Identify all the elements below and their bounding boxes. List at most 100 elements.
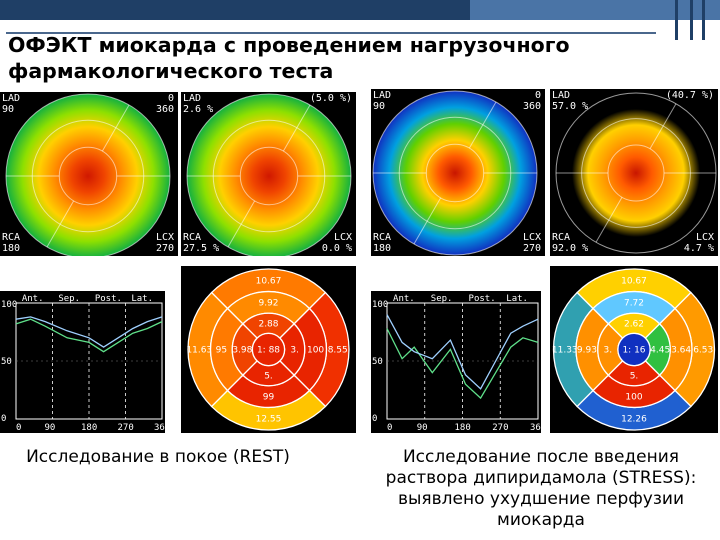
segment-value: 95	[216, 346, 227, 356]
segment-value: 3.98	[232, 346, 252, 356]
bullseye-apex	[617, 332, 651, 367]
stress-extent-map: LAD 57.0 % (40.7 %) RCA 92.0 % LCX 4.7 %	[550, 89, 718, 256]
segment-value: 9.92	[258, 298, 278, 308]
top-right-label: 0 360	[522, 90, 541, 112]
segment-value: 10.67	[621, 276, 647, 286]
lad-label: LAD 90	[373, 90, 392, 112]
sector-line	[101, 104, 130, 152]
stress-polar-map: LAD 90 0 360 RCA 180 LCX 270	[371, 89, 545, 256]
green-trace	[15, 318, 163, 353]
x-tick-label: 90	[45, 423, 56, 433]
rest-caption: Исследование в покое (REST)	[26, 447, 290, 467]
apex-value: 1: 88	[257, 346, 280, 356]
lad-label: LAD 90	[2, 93, 21, 115]
x-tick-label: 90	[417, 423, 428, 433]
segment-value: 12.55	[256, 415, 282, 425]
segment-value: 2.88	[258, 319, 278, 329]
x-tick-label: 360	[154, 423, 165, 433]
segment-value: 11.33	[552, 346, 578, 356]
rca-label: RCA 180	[2, 232, 21, 254]
rest-polar-map: LAD 90 0 360 RCA 180 LCX 270	[0, 92, 178, 256]
segment-value: 8.55	[328, 346, 348, 356]
top-right-label: 0 360	[155, 93, 174, 115]
direction-label: Sep.	[58, 294, 80, 304]
x-tick-label: 270	[492, 423, 508, 433]
segment-value: 10.67	[256, 276, 282, 286]
segment-value: 6.53	[693, 346, 713, 356]
segment-value: 4.45	[650, 346, 670, 356]
top-right-label: (40.7 %)	[665, 90, 714, 101]
direction-label: Post.	[95, 294, 122, 304]
sector-line	[46, 200, 75, 248]
segment-value: 11.63	[186, 346, 212, 356]
bullseye-graphic: 10.67 8.55 12.55 11.63 9.92 100 99 95 2.88 3. 5. 3.…	[186, 268, 350, 431]
rca-label: RCA 27.5 %	[183, 232, 220, 254]
segment-value: 2.62	[624, 319, 644, 329]
rest-extent-map: LAD 2.6 % (5.0 %) RCA 27.5 % LCX 0.0 %	[181, 92, 356, 256]
segment-value: 100	[307, 346, 324, 356]
direction-label: Lat.	[131, 294, 153, 304]
direction-label: Post.	[469, 294, 496, 304]
polar-map-graphic	[5, 93, 171, 256]
segment-value: 5.	[264, 372, 273, 382]
stress-curve: 100 50 0 Ant. Sep. Post. Lat. 0 90 180 270 360	[371, 291, 541, 433]
curve-graphic: 100 50 0 Ant. Sep. Post. Lat. 0 90 180 270 360	[372, 294, 541, 433]
blue-trace	[386, 314, 539, 390]
rca-label: RCA 92.0 %	[552, 232, 589, 254]
x-tick-label: 0	[16, 423, 21, 433]
top-right-label: (5.0 %)	[309, 93, 352, 104]
segment-value: 7.72	[624, 298, 644, 308]
lcx-label: LCX 0.0 %	[321, 232, 352, 254]
lad-label: LAD 57.0 %	[552, 90, 589, 112]
header-stripe	[702, 0, 705, 40]
header-stripe	[690, 0, 693, 40]
rest-bullseye: 10.67 8.55 12.55 11.63 9.92 100 99 95 2.88 3. 5. 3.…	[181, 266, 356, 433]
x-tick-label: 270	[118, 423, 134, 433]
lcx-label: LCX 270	[522, 232, 541, 254]
segment-value: 5.	[630, 372, 639, 382]
sector-line	[413, 197, 442, 245]
y-tick-label: 50	[1, 357, 12, 367]
segment-value: 100	[625, 393, 642, 403]
perfusion-disc	[556, 93, 716, 253]
y-tick-label: 100	[372, 300, 388, 310]
rest-curve: 100 50 0 Ant. Sep. Post. Lat. 0 90 180 270 360	[0, 291, 165, 433]
perfusion-disc	[187, 94, 351, 256]
polar-map-graphic	[186, 93, 352, 256]
direction-label: Lat.	[506, 294, 528, 304]
x-tick-label: 360	[530, 423, 541, 433]
x-tick-label: 180	[455, 423, 471, 433]
y-tick-label: 50	[372, 357, 383, 367]
segment-value: 12.26	[621, 415, 647, 425]
x-tick-label: 180	[81, 423, 97, 433]
stress-bullseye: 10.67 6.53 12.26 11.33 7.72 3.64 100 9.93 2.62 4.…	[550, 266, 718, 433]
sector-line	[227, 200, 256, 248]
direction-label: Ant.	[22, 294, 44, 304]
sector-line	[649, 103, 677, 150]
header-accent	[470, 0, 720, 20]
segment-value: 3.	[604, 346, 613, 356]
rca-label: RCA 180	[373, 232, 392, 254]
stress-caption: Исследование после введения раствора дип…	[385, 447, 697, 530]
slide-title: ОФЭКТ миокарда с проведением нагрузочног…	[8, 33, 570, 83]
y-tick-label: 0	[372, 414, 377, 424]
polar-map-graphic	[555, 92, 717, 254]
bullseye-graphic: 10.67 6.53 12.26 11.33 7.72 3.64 100 9.93 2.62 4.…	[552, 268, 716, 431]
title-rule	[6, 32, 656, 34]
lcx-label: LCX 270	[155, 232, 174, 254]
lad-label: LAD 2.6 %	[183, 93, 214, 115]
curve-graphic: 100 50 0 Ant. Sep. Post. Lat. 0 90 180 270 360	[1, 294, 165, 433]
y-tick-label: 0	[1, 414, 6, 424]
green-trace	[386, 328, 539, 400]
x-tick-label: 0	[387, 423, 392, 433]
blue-trace	[15, 316, 163, 348]
y-tick-label: 100	[1, 300, 17, 310]
sector-line	[468, 101, 497, 149]
bullseye-apex	[251, 332, 286, 367]
segment-value: 3.64	[671, 346, 691, 356]
direction-label: Ant.	[393, 294, 415, 304]
sector-line	[282, 104, 311, 152]
apex-value: 1: 16	[622, 346, 645, 356]
segment-value: 3.	[290, 346, 299, 356]
perfusion-disc	[373, 91, 537, 255]
